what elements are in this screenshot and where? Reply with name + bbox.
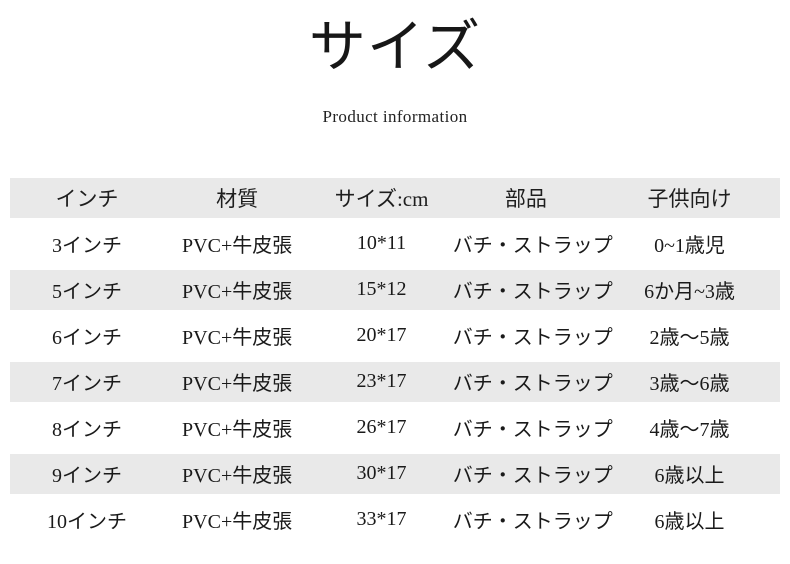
- cell-material: PVC+牛皮張: [182, 511, 293, 534]
- cell-size-cm: 10*11: [356, 232, 407, 255]
- cell-parts: バチ・ストラップ: [452, 235, 613, 258]
- cell-parts: バチ・ストラップ: [452, 465, 613, 488]
- cell-age-range: 2歳～5歳: [649, 327, 730, 350]
- cell-inch: 10インチ: [47, 511, 127, 534]
- column-header-material: 材質: [216, 186, 259, 211]
- cell-parts: バチ・ストラップ: [452, 511, 613, 534]
- cell-material: PVC+牛皮張: [182, 281, 293, 304]
- cell-age-range: 6か月~3歳: [644, 281, 735, 304]
- column-header-parts: 部品: [504, 186, 547, 211]
- cell-inch: 6インチ: [52, 327, 122, 350]
- cell-parts: バチ・ストラップ: [452, 327, 613, 350]
- cell-inch: 8インチ: [52, 419, 122, 442]
- page-title: サイズ: [308, 16, 482, 79]
- cell-size-cm: 20*17: [356, 324, 407, 347]
- cell-material: PVC+牛皮張: [182, 465, 293, 488]
- table-row: 10インチ PVC+牛皮張 33*17 バチ・ストラップ 6歳以上: [10, 497, 780, 543]
- page-subtitle: Product information: [322, 106, 468, 126]
- cell-inch: 7インチ: [52, 373, 122, 396]
- product-info-page: サイズ Product information インチ 材質 サイズ:cm 部品…: [10, 16, 780, 543]
- table-row: 8インチ PVC+牛皮張 26*17 バチ・ストラップ 4歳～7歳: [10, 405, 780, 451]
- cell-size-cm: 33*17: [356, 508, 407, 531]
- cell-parts: バチ・ストラップ: [452, 373, 613, 396]
- table-row: 6インチ PVC+牛皮張 20*17 バチ・ストラップ 2歳～5歳: [10, 313, 780, 359]
- cell-age-range: 6歳以上: [654, 465, 725, 488]
- column-header-age-range: 子供向け: [647, 186, 732, 211]
- cell-material: PVC+牛皮張: [182, 419, 293, 442]
- cell-material: PVC+牛皮張: [182, 235, 293, 258]
- table-body: 3インチ PVC+牛皮張 10*11 バチ・ストラップ 0~1歳児 5インチ PVC+牛皮張…: [10, 221, 780, 543]
- cell-size-cm: 30*17: [356, 462, 407, 485]
- cell-size-cm: 26*17: [356, 416, 407, 439]
- table-row: 5インチ PVC+牛皮張 15*12 バチ・ストラップ 6か月~3歳: [10, 266, 780, 313]
- size-table: インチ 材質 サイズ:cm 部品 子供向け 3インチ PVC+牛皮張 10*11 バチ…: [10, 174, 780, 543]
- cell-material: PVC+牛皮張: [182, 373, 293, 396]
- column-header-size-cm: サイズ:cm: [334, 186, 429, 211]
- cell-size-cm: 15*12: [356, 278, 407, 301]
- cell-age-range: 6歳以上: [654, 511, 725, 534]
- cell-age-range: 0~1歳児: [654, 235, 725, 258]
- cell-size-cm: 23*17: [356, 370, 407, 393]
- cell-age-range: 3歳～6歳: [649, 373, 730, 396]
- cell-material: PVC+牛皮張: [182, 327, 293, 350]
- table-header-row: インチ 材質 サイズ:cm 部品 子供向け: [10, 174, 780, 221]
- cell-inch: 3インチ: [52, 235, 122, 258]
- cell-parts: バチ・ストラップ: [452, 419, 613, 442]
- table-row: 7インチ PVC+牛皮張 23*17 バチ・ストラップ 3歳～6歳: [10, 358, 780, 405]
- column-header-inch: インチ: [55, 186, 119, 211]
- table-row: 3インチ PVC+牛皮張 10*11 バチ・ストラップ 0~1歳児: [10, 221, 780, 267]
- cell-inch: 9インチ: [52, 465, 122, 488]
- cell-age-range: 4歳～7歳: [649, 419, 730, 442]
- cell-parts: バチ・ストラップ: [452, 281, 613, 304]
- table-row: 9インチ PVC+牛皮張 30*17 バチ・ストラップ 6歳以上: [10, 450, 780, 497]
- cell-inch: 5インチ: [52, 281, 122, 304]
